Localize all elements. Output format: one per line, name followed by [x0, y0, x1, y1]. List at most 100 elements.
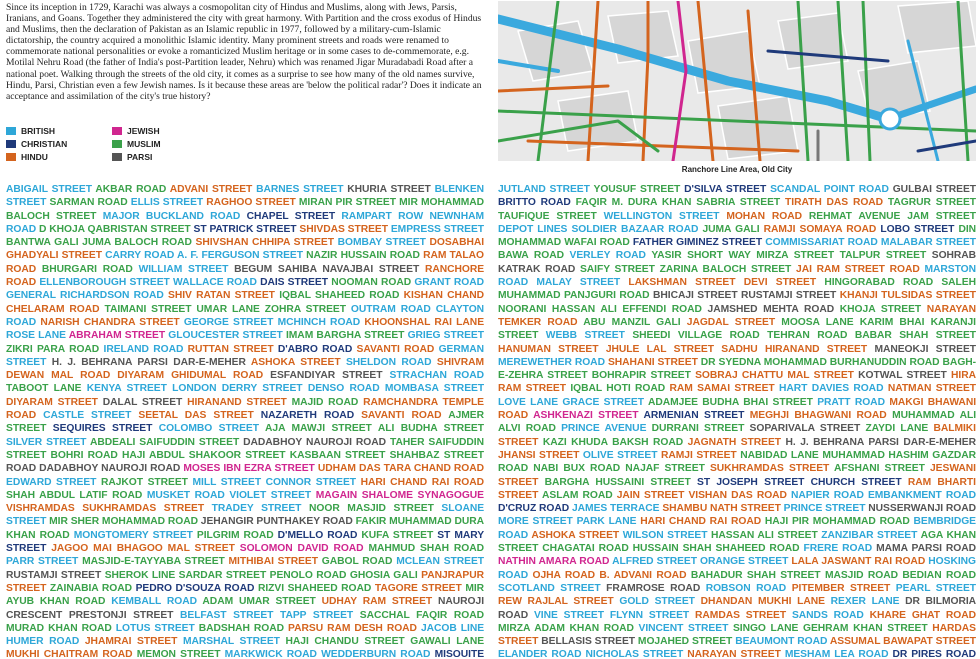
- street-name: HAJI PIR MOHAMMAD ROAD: [764, 516, 910, 528]
- street-name: HARI CHAND RAI ROAD: [640, 516, 762, 528]
- street-name: SAVANTI ROAD: [356, 343, 435, 355]
- street-name: IQBAL HOTI ROAD: [570, 383, 666, 395]
- street-name: PARR STREET: [6, 556, 79, 568]
- legend-label: BRITISH: [21, 126, 55, 136]
- street-name: MAKGI BHAWANI ROAD: [498, 396, 976, 422]
- street-name: ROBSON ROAD: [705, 582, 787, 594]
- street-name: SHELDON ROAD: [345, 356, 432, 368]
- street-name: SILVER STREET: [6, 436, 87, 448]
- street-name: SOLOMON DAVID ROAD: [239, 543, 364, 555]
- street-name: HAJI ABDUL SHAKOOR STREET: [121, 449, 286, 461]
- street-name: RAM SAMAI STREET: [669, 383, 775, 395]
- street-name: JUMA GALI: [702, 223, 760, 235]
- street-name: KOTWAL STREET: [858, 370, 947, 382]
- street-name: D'SILVA STREET: [684, 184, 767, 195]
- street-name: HASSAN ALI STREET: [711, 529, 818, 541]
- street-name: NABIDAD LANE: [740, 449, 819, 461]
- street-name: SCANDAL POINT ROAD: [770, 184, 889, 195]
- street-name: MARKWICK ROAD: [224, 649, 317, 657]
- street-name: SHAMBU NATH STREET: [662, 503, 781, 515]
- street-name: D'ABRO ROAD: [277, 343, 353, 355]
- street-name: MARSHAL STREET: [183, 636, 280, 648]
- street-name: GRIEG STREET: [407, 330, 484, 342]
- street-name: GENERAL RICHARDSON ROAD: [6, 290, 164, 302]
- street-name: UMAR STREET: [238, 596, 316, 608]
- street-name: COLOMBO STREET: [158, 423, 259, 435]
- street-name: FATHER GIMINEZ STREET: [632, 237, 763, 249]
- street-name: MILL STREET: [192, 476, 262, 488]
- street-name: KHANJI: [839, 290, 878, 302]
- street-name: AJA MAWJI STREET: [265, 423, 372, 435]
- street-name: DADABHOY NAUROJI ROAD: [243, 436, 387, 448]
- street-name: JHULE LAL STREET: [605, 343, 714, 355]
- street-name: MCLEAN STREET: [396, 556, 484, 568]
- legend-swatch: [112, 140, 122, 148]
- street-name: NABI BUX ROAD: [533, 463, 621, 475]
- street-name: NOORANI: [498, 303, 547, 315]
- street-name: KHURIA STREET: [347, 184, 431, 195]
- street-name: DEVI STREET: [743, 277, 817, 289]
- street-name: MAGAIN SHALOME SYNAGOGUE: [315, 489, 484, 501]
- street-name: JAGNATH STREET: [687, 436, 782, 448]
- street-name: GHOSIA GALI: [349, 569, 418, 581]
- street-name: ZOHRA STREET: [264, 303, 346, 315]
- street-name: MIR SHER MOHAMMAD ROAD: [49, 516, 198, 528]
- street-name: LALA JASWANT RAI ROAD: [791, 556, 926, 568]
- street-name: PARK LANE: [576, 516, 637, 528]
- street-name: MOSES IBN EZRA STREET: [183, 463, 315, 475]
- street-name: CARRY ROAD: [105, 250, 175, 262]
- street-name: PENOLO ROAD: [269, 569, 347, 581]
- street-name: MALAY STREET: [536, 277, 621, 289]
- street-name: D KHOJA QABRISTAN STREET: [38, 223, 191, 235]
- legend-swatch: [6, 127, 16, 135]
- street-name: PANJRAPUR STREET: [6, 569, 484, 594]
- street-name: BAHADUR SHAH STREET: [690, 569, 821, 581]
- street-name: IRELAND ROAD: [103, 343, 184, 355]
- street-name: NARISH CHANDRA STREET: [40, 316, 180, 328]
- street-name: KENYA STREET: [86, 383, 167, 395]
- street-name: MAJID ROAD: [291, 396, 359, 408]
- street-name: ABIGAIL STREET: [6, 184, 92, 195]
- street-name: ST JOSEPH STREET: [697, 476, 805, 488]
- street-name: NAZARETH ROAD: [260, 410, 355, 422]
- street-name: CHATTU MAL STREET: [741, 370, 854, 382]
- street-name: ORANGE STREET: [700, 556, 789, 568]
- street-name: MCHINCH ROAD: [277, 316, 361, 328]
- street-name: TAHER SAIFUDDIN STREET: [6, 436, 484, 461]
- street-name: WEDDERBURN ROAD: [321, 649, 431, 657]
- street-name: MIRAN PIR STREET: [298, 197, 396, 209]
- street-name: MUSKET ROAD: [146, 489, 225, 501]
- street-name: CONNOR STREET: [265, 476, 357, 488]
- street-name: KHARE GHAT ROAD: [869, 609, 976, 621]
- street-name: SEETAL DAS STREET: [138, 410, 254, 422]
- street-name: HAJI CHANDU STREET: [285, 636, 405, 648]
- street-name: SHIVRAM DEWAN MAL ROAD: [6, 356, 484, 382]
- street-name: ALI BUDHA STREET: [377, 423, 484, 435]
- street-name: NOOMAN ROAD: [331, 277, 412, 289]
- street-name: VERLEY ROAD: [569, 250, 646, 262]
- street-name: SAIFY STREET: [579, 263, 655, 275]
- street-name: LONDON DERRY STREET: [172, 383, 303, 395]
- street-name: TAUFIQUE STREET: [498, 210, 597, 222]
- street-name: ABDEALI SAIFUDDIN STREET: [89, 436, 240, 448]
- street-name: BOHRAPIR STREET: [591, 370, 691, 382]
- street-name: ASLAM ROAD: [542, 489, 613, 501]
- street-name: DIN MOHAMMAD WAFAI ROAD: [498, 223, 976, 249]
- street-name: HIRANAND STREET: [187, 396, 287, 408]
- street-name: ZAYDI LANE: [865, 423, 929, 435]
- street-name: MEGHJI BHAGWANI ROAD: [749, 410, 887, 422]
- legend-swatch: [112, 127, 122, 135]
- street-name: CHURCH STREET: [810, 476, 902, 488]
- street-name: BRITTO ROAD: [498, 197, 571, 209]
- street-name: PRATT ROAD: [817, 396, 885, 408]
- street-name: H. J. BEHRANA PARSI DAR-E-MEHER: [51, 356, 246, 368]
- street-name: GRACE STREET: [562, 396, 644, 408]
- street-name: CHAPEL STREET: [246, 210, 336, 222]
- street-name: JUMA BALOCH ROAD: [82, 237, 192, 249]
- street-name: ASHOKA STREET: [531, 529, 620, 541]
- street-name: NAUROJI CRESCENT: [6, 596, 484, 621]
- street-name: SUKHRAMDAS STREET: [709, 463, 830, 475]
- street-name: BARNES STREET: [256, 184, 344, 195]
- street-name: DENSO ROAD: [307, 383, 380, 395]
- street-name: ESFANDIYAR STREET: [270, 370, 383, 382]
